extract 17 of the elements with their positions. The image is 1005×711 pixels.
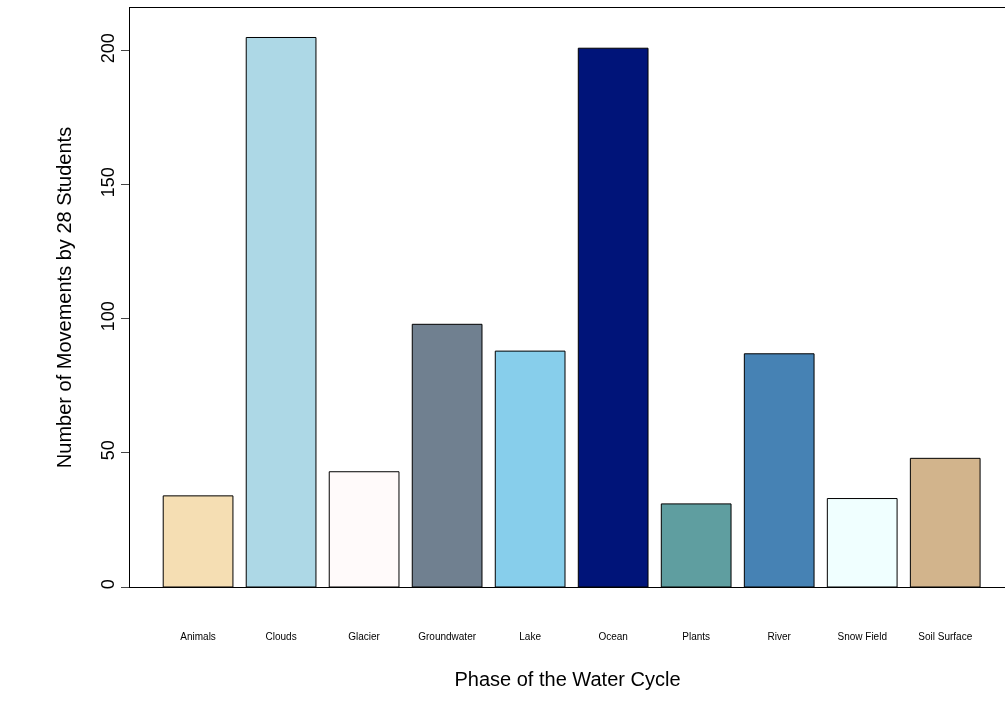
x-tick-label: Clouds <box>265 631 297 642</box>
x-tick-label: Soil Surface <box>918 631 973 642</box>
x-tick-label: Animals <box>180 631 216 642</box>
y-tick-label: 0 <box>97 579 118 590</box>
x-tick-label: Lake <box>519 631 542 642</box>
x-tick-label: Groundwater <box>418 631 477 642</box>
y-tick-label: 50 <box>97 440 118 461</box>
x-tick-label: Glacier <box>348 631 381 642</box>
y-tick-label: 100 <box>97 301 118 332</box>
y-axis-title: Number of Movements by 28 Students <box>53 126 76 469</box>
x-tick-label: River <box>767 631 792 642</box>
x-tick-label: Plants <box>682 631 711 642</box>
x-tick-label: Snow Field <box>837 631 887 642</box>
x-tick-label: Ocean <box>598 631 628 642</box>
x-axis-title: Phase of the Water Cycle <box>454 667 681 690</box>
y-tick-label: 200 <box>97 33 118 64</box>
y-tick-label: 150 <box>97 167 118 198</box>
